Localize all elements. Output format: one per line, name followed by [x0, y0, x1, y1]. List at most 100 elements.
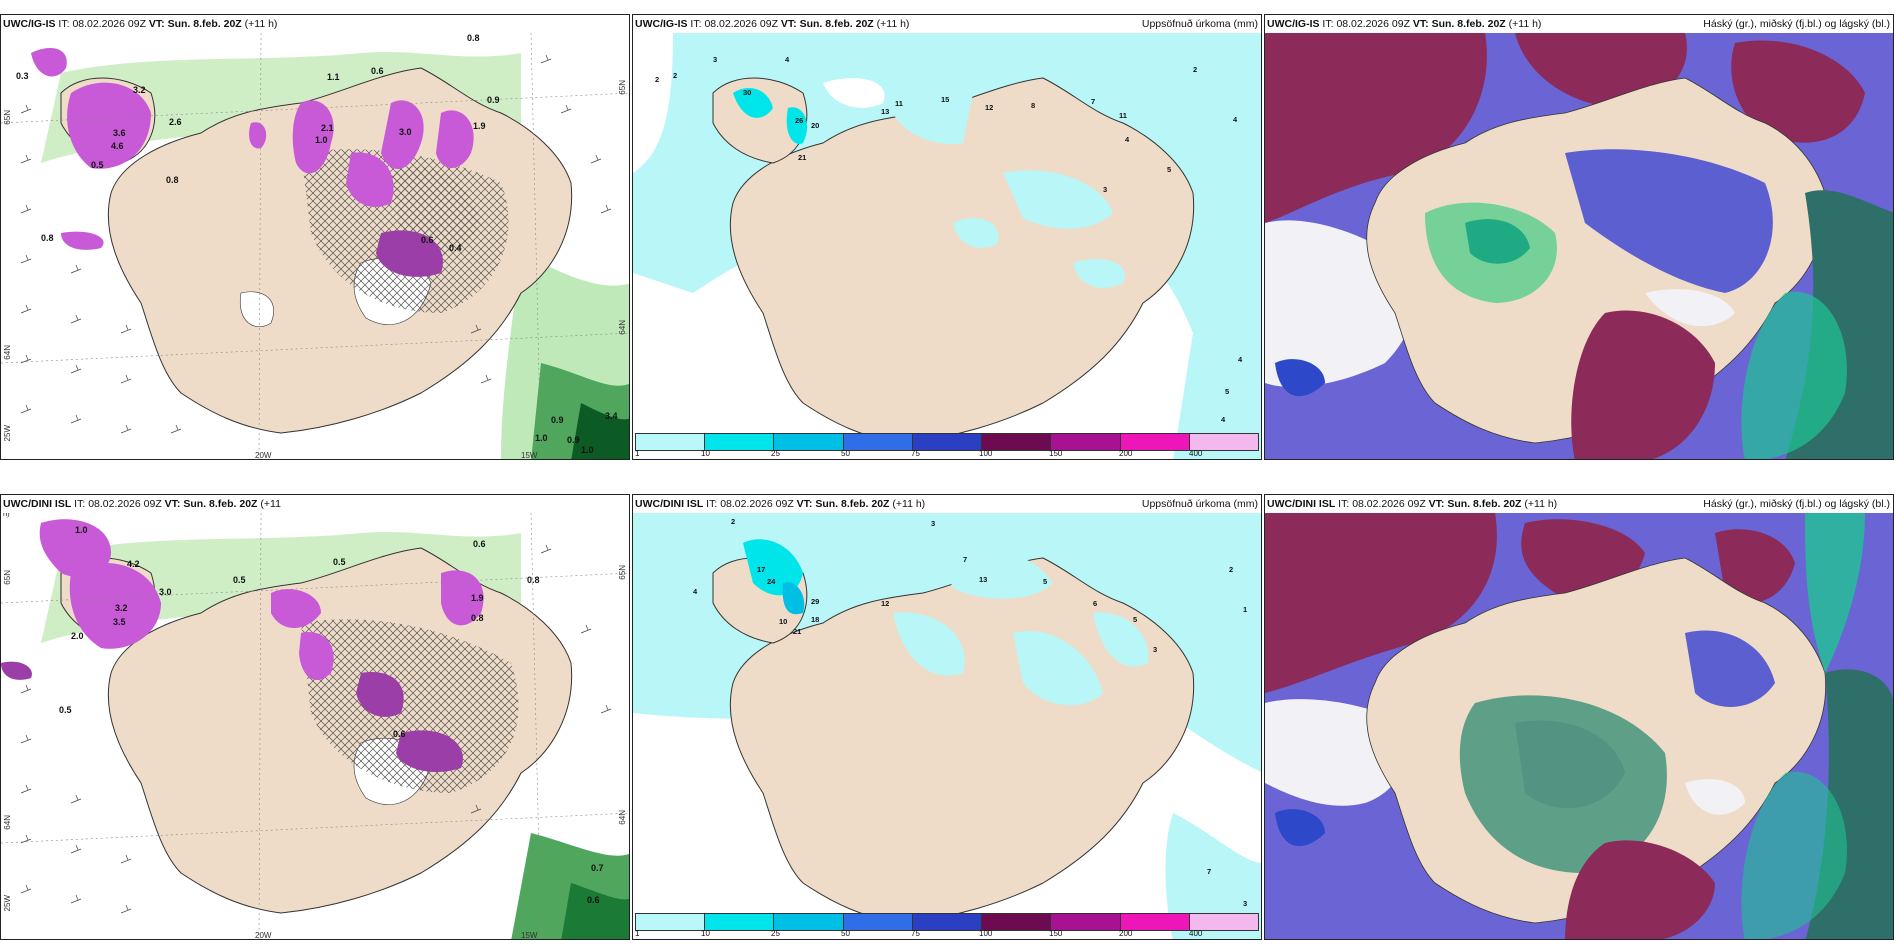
value-label: 26	[795, 116, 804, 125]
value-label: 7	[963, 555, 968, 564]
lat-label: 64N	[3, 815, 12, 830]
value-label: 7	[1207, 867, 1212, 876]
map-svg	[1, 33, 629, 459]
lat-label: 64N	[3, 345, 12, 360]
value-label: 15	[941, 95, 950, 104]
lon-label: 20W	[255, 931, 272, 940]
value-label: 7	[1091, 97, 1096, 106]
colorbar-tick: 1	[635, 449, 640, 458]
value-label: 1.1	[327, 72, 340, 82]
lon-label: 20W	[255, 451, 272, 460]
colorbar-tick: 25	[771, 929, 780, 938]
colorbar-tick: 200	[1119, 449, 1133, 458]
value-label: 5	[1133, 615, 1138, 624]
colorbar-tick: 50	[841, 449, 850, 458]
value-label: 2.1	[321, 123, 334, 133]
header-wrap: h)	[3, 509, 10, 518]
value-label: 0.9	[551, 415, 564, 425]
colorbar-swatch	[1189, 914, 1258, 930]
colorbar-tick: 150	[1049, 929, 1063, 938]
value-label: 4	[1221, 415, 1226, 424]
panel-bottom-right: UWC/DINI ISL IT: 08.02.2026 09Z VT: Sun.…	[1264, 494, 1894, 940]
colorbar-tick: 100	[979, 929, 993, 938]
colorbar-swatch	[705, 434, 775, 450]
colorbar-swatch	[774, 434, 844, 450]
value-label: 8	[1031, 101, 1036, 110]
panel-top-right: UWC/IG-IS IT: 08.02.2026 09Z VT: Sun. 8.…	[1264, 14, 1894, 460]
value-label: 0.8	[527, 575, 540, 585]
value-label: 30	[743, 88, 752, 97]
value-label: 21	[793, 627, 802, 636]
colorbar-tick: 75	[911, 929, 920, 938]
value-label: 2	[1193, 65, 1198, 74]
value-label: 1.9	[473, 121, 486, 131]
value-label: 0.9	[567, 435, 580, 445]
panel-bottom-left: UWC/DINI ISL IT: 08.02.2026 09Z VT: Sun.…	[0, 494, 630, 940]
lon-label: 15W	[521, 451, 538, 460]
value-label: 4	[693, 587, 698, 596]
value-label: 0.5	[333, 557, 346, 567]
value-label: 20	[811, 121, 820, 130]
colorbar-swatch	[636, 434, 706, 450]
colorbar-swatch	[705, 914, 775, 930]
wind-precip-map	[1, 513, 629, 939]
panel-bottom-middle: UWC/DINI ISL IT: 08.02.2026 09Z VT: Sun.…	[632, 494, 1262, 940]
value-label: 5	[1225, 387, 1230, 396]
value-label: 0.7	[591, 863, 604, 873]
value-label: 0.5	[59, 705, 72, 715]
colorbar-swatch	[912, 914, 983, 930]
value-label: 0.6	[587, 895, 600, 905]
cloud-cover-map	[1265, 513, 1893, 939]
value-label: 2	[1229, 565, 1234, 574]
colorbar-swatch	[982, 434, 1052, 450]
value-label: 0.8	[41, 233, 54, 243]
value-label: 0.3	[16, 71, 29, 81]
value-label: 11	[895, 99, 903, 108]
value-label: 21	[798, 153, 807, 162]
value-label: 11	[1119, 111, 1127, 120]
value-label: 0.5	[91, 160, 104, 170]
colorbar-tick: 150	[1049, 449, 1063, 458]
value-label: 3.4	[605, 411, 618, 421]
panel-top-left: UWC/IG-IS IT: 08.02.2026 09Z VT: Sun. 8.…	[0, 14, 630, 460]
colorbar-swatch	[1051, 434, 1121, 450]
value-label: 0.4	[449, 243, 462, 253]
colorbar-swatch	[982, 914, 1052, 930]
value-label: 2.6	[169, 117, 182, 127]
colorbar-swatch	[843, 914, 913, 930]
colorbar-swatch	[1051, 914, 1121, 930]
value-label: 3.6	[113, 128, 126, 138]
colorbar	[635, 433, 1259, 451]
lon-label: 25W	[3, 425, 12, 442]
value-label: 4	[1238, 355, 1243, 364]
value-label: 0.8	[166, 175, 179, 185]
value-label: 2.0	[71, 631, 84, 641]
colorbar-swatch	[1120, 434, 1190, 450]
panel-header: UWC/DINI ISL IT: 08.02.2026 09Z VT: Sun.…	[633, 495, 1261, 513]
lat-label: 64N	[618, 810, 627, 825]
lon-label: 25W	[3, 895, 12, 912]
value-label: 3.2	[115, 603, 128, 613]
panel-header: UWC/DINI ISL IT: 08.02.2026 09Z VT: Sun.…	[1265, 495, 1893, 513]
colorbar-tick: 10	[701, 929, 710, 938]
value-label: 1.9	[471, 593, 484, 603]
colorbar	[635, 913, 1259, 931]
colorbar-tick: 10	[701, 449, 710, 458]
value-label: 13	[881, 107, 890, 116]
value-label: 3	[931, 519, 936, 528]
value-label: 1.0	[315, 135, 328, 145]
colorbar-tick: 75	[911, 449, 920, 458]
value-label: 3	[1103, 185, 1108, 194]
value-label: 4	[1125, 135, 1130, 144]
colorbar-tick: 400	[1189, 449, 1203, 458]
value-label: 0.6	[421, 235, 434, 245]
panel-header: UWC/DINI ISL IT: 08.02.2026 09Z VT: Sun.…	[1, 495, 629, 513]
accumulated-precip-map	[633, 513, 1261, 939]
value-label: 3.2	[133, 85, 146, 95]
colorbar-tick: 400	[1189, 929, 1203, 938]
lat-label: 64N	[618, 320, 627, 335]
value-label: 17	[757, 565, 766, 574]
colorbar-labels: 1 10 25 50 75 100 150 200 400	[635, 929, 1259, 939]
colorbar-tick: 200	[1119, 929, 1133, 938]
value-label: 0.8	[467, 33, 480, 43]
